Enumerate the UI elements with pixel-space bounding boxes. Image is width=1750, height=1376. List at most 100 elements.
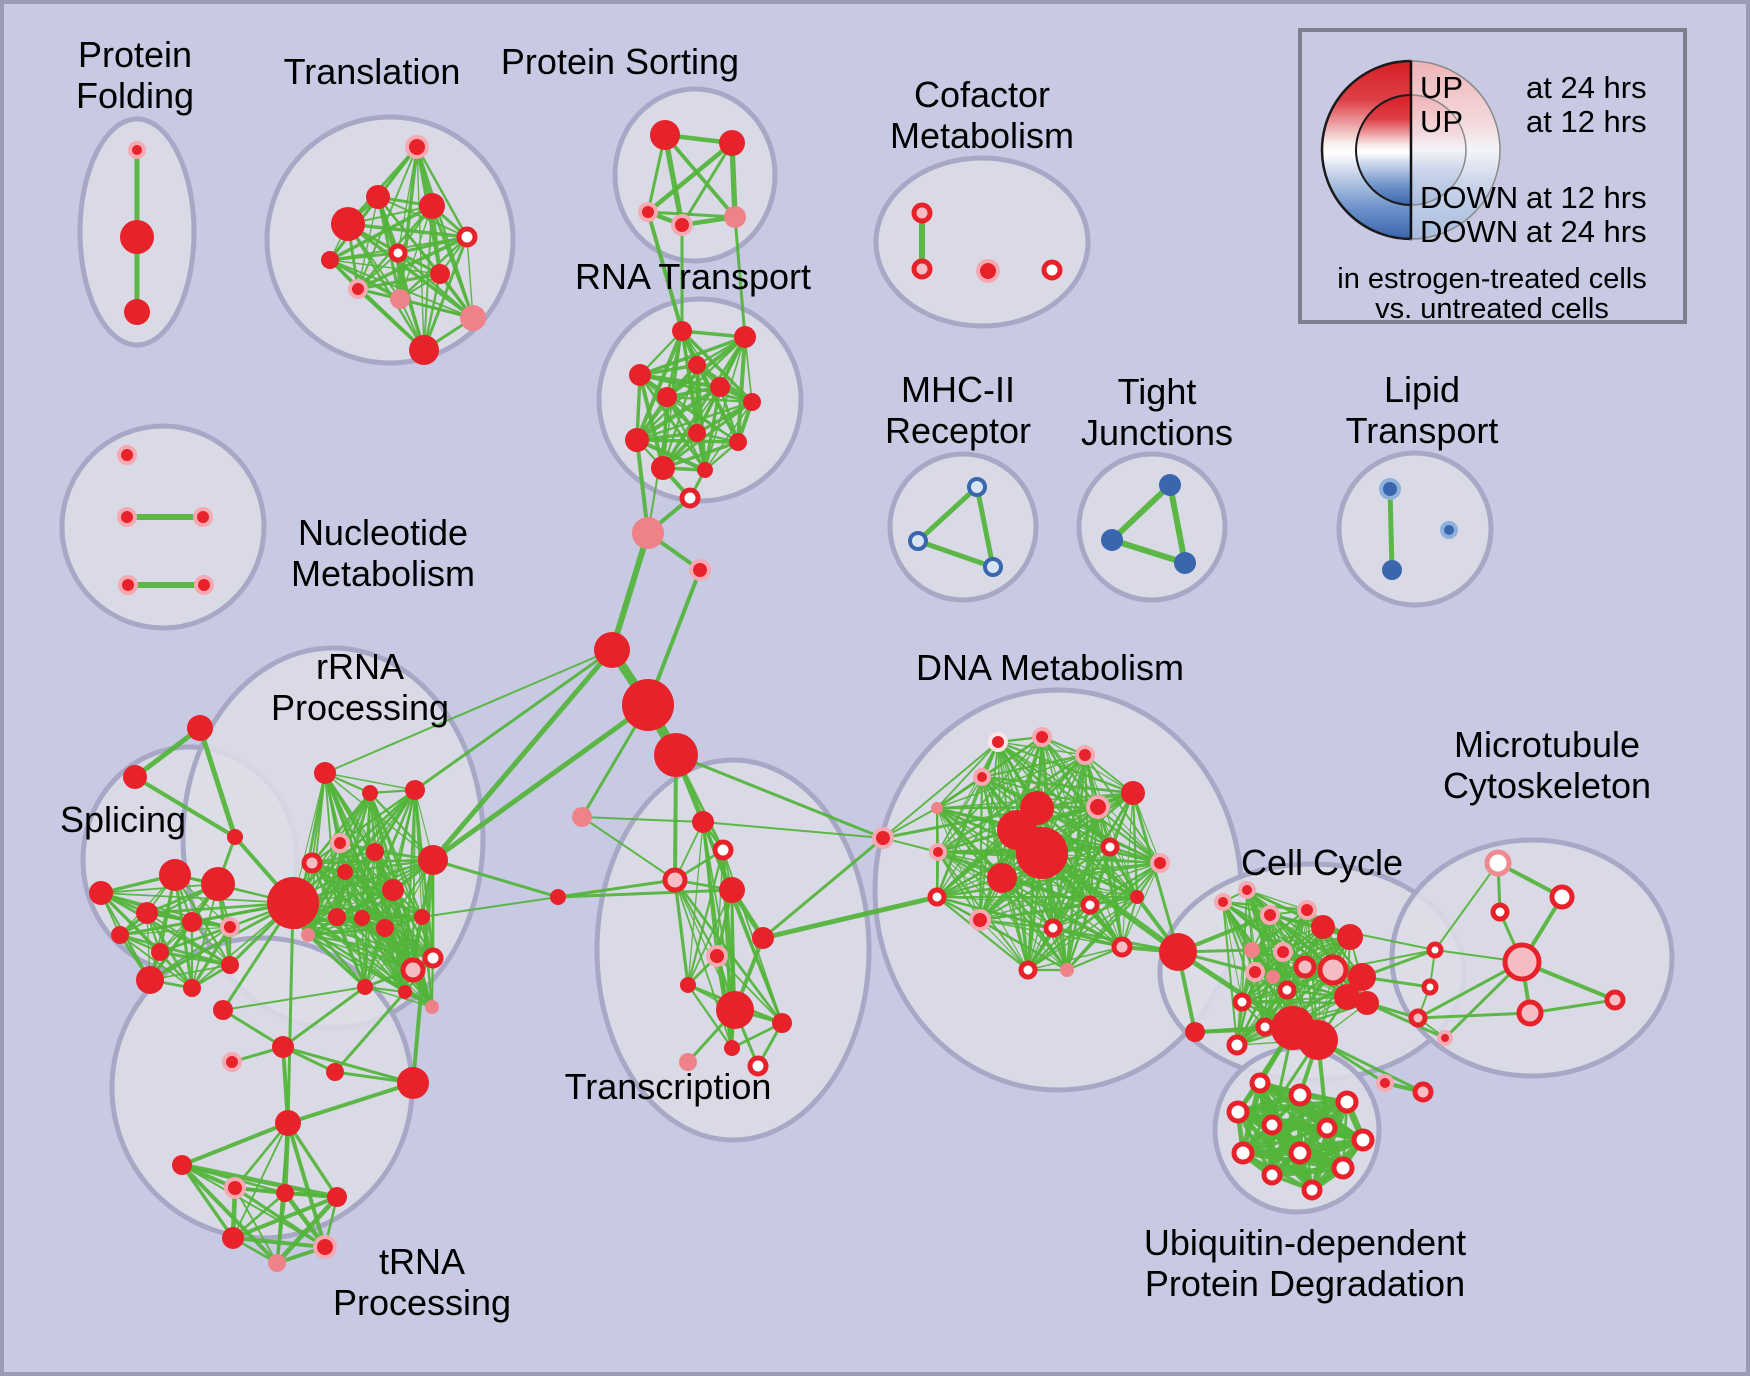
legend-footer-line1: in estrogen-treated cells: [1337, 263, 1647, 295]
network-edge: [234, 1187, 278, 1264]
network-edge: [1109, 482, 1173, 543]
cluster-ellipse-lipid-transport: [1336, 450, 1494, 608]
network-edge: [1241, 1039, 1320, 1154]
gene-node: [1075, 745, 1095, 765]
cluster-label-mhc-ii-receptor: MHC-II Receptor: [885, 369, 1031, 451]
legend-row-time: at 24 hrs: [1526, 214, 1647, 249]
network-edge: [1027, 946, 1123, 971]
gene-node: [657, 387, 677, 407]
gene-node: [976, 259, 1000, 283]
cluster-label-trna-processing: tRNA Processing: [333, 1241, 511, 1323]
network-edge: [275, 1195, 339, 1265]
gene-node: [987, 863, 1017, 893]
gene-node: [724, 1040, 740, 1056]
cluster-ellipse-tight-junctions: [1076, 451, 1228, 603]
network-edge: [100, 891, 231, 967]
gene-node: [1516, 999, 1544, 1027]
gene-node: [632, 517, 664, 549]
gene-node: [117, 507, 137, 527]
network-edge: [1221, 901, 1239, 1046]
gene-node: [422, 947, 444, 969]
network-edge: [119, 926, 231, 936]
network-edge: [686, 849, 725, 986]
legend-row-time: at 24 hrs: [1526, 70, 1647, 105]
gene-node: [706, 945, 728, 967]
network-edge: [680, 142, 734, 226]
network-edge: [687, 821, 704, 986]
gene-node: [425, 1000, 439, 1014]
gene-node: [1086, 795, 1110, 819]
gene-node: [183, 979, 201, 997]
gene-node: [400, 957, 426, 983]
network-edge: [1434, 862, 1499, 951]
gene-node: [111, 926, 129, 944]
gene-node: [136, 966, 164, 994]
gene-node: [1502, 942, 1542, 982]
cluster-label-splicing: Splicing: [60, 799, 186, 840]
network-edge: [1167, 484, 1188, 564]
cluster-label-transcription: Transcription: [565, 1066, 772, 1107]
gene-node: [550, 889, 566, 905]
network-edge: [357, 272, 441, 291]
gene-node: [1159, 474, 1181, 496]
gene-node: [456, 226, 478, 248]
gene-node: [1277, 980, 1297, 1000]
gene-node: [193, 507, 213, 527]
network-edge: [581, 816, 704, 823]
network-edge: [1237, 1098, 1348, 1116]
gene-node: [1150, 853, 1170, 873]
network-edge: [646, 211, 684, 332]
gene-node: [671, 214, 693, 236]
network-edge: [1387, 488, 1395, 571]
gene-node: [719, 130, 745, 156]
gene-node: [1130, 890, 1144, 904]
gene-node: [1348, 963, 1376, 991]
gene-node: [1408, 1008, 1428, 1028]
gene-node: [724, 206, 746, 228]
gene-node: [159, 859, 191, 891]
gene-node: [1249, 1072, 1271, 1094]
gene-node: [388, 243, 408, 263]
gene-node: [1232, 992, 1252, 1012]
network-edge: [716, 955, 783, 1024]
network-edge: [364, 916, 423, 988]
gene-node: [772, 1013, 792, 1033]
gene-node: [222, 1052, 242, 1072]
network-edge: [1269, 913, 1351, 939]
gene-node: [326, 1063, 344, 1081]
legend: UP at 24 hrs UP at 12 hrs DOWN at 12 hrs…: [1298, 28, 1687, 325]
gene-node: [405, 135, 429, 159]
gene-node: [710, 377, 730, 397]
network-edge: [1001, 877, 1138, 898]
gene-node: [983, 557, 1003, 577]
network-edge: [180, 1163, 279, 1265]
network-edge: [1251, 926, 1324, 951]
network-edge: [357, 235, 468, 291]
network-edge: [1236, 989, 1288, 1046]
network-edge: [1001, 877, 1123, 948]
gene-node: [988, 732, 1008, 752]
gene-node: [911, 258, 933, 280]
network-edge: [100, 892, 294, 904]
network-edge: [687, 889, 733, 986]
gene-node: [172, 1155, 192, 1175]
gene-node: [275, 1110, 301, 1136]
gene-node: [267, 877, 319, 929]
gene-node: [679, 487, 701, 509]
network-edge: [1001, 876, 1091, 907]
network-edge: [307, 888, 394, 937]
gene-node: [357, 979, 373, 995]
gene-node: [1214, 893, 1232, 911]
network-edge: [1332, 949, 1436, 971]
gene-node: [1238, 881, 1256, 899]
gene-node: [1041, 259, 1063, 281]
network-edge: [636, 438, 739, 444]
gene-node: [1437, 1030, 1453, 1046]
network-edge: [432, 858, 559, 899]
gene-node: [418, 845, 448, 875]
network-edge: [666, 395, 753, 404]
cluster-ellipse-cofactor-metabolism: [873, 155, 1091, 329]
network-edge: [1241, 1099, 1349, 1156]
network-edge: [286, 1122, 339, 1198]
network-edge: [979, 918, 1054, 930]
